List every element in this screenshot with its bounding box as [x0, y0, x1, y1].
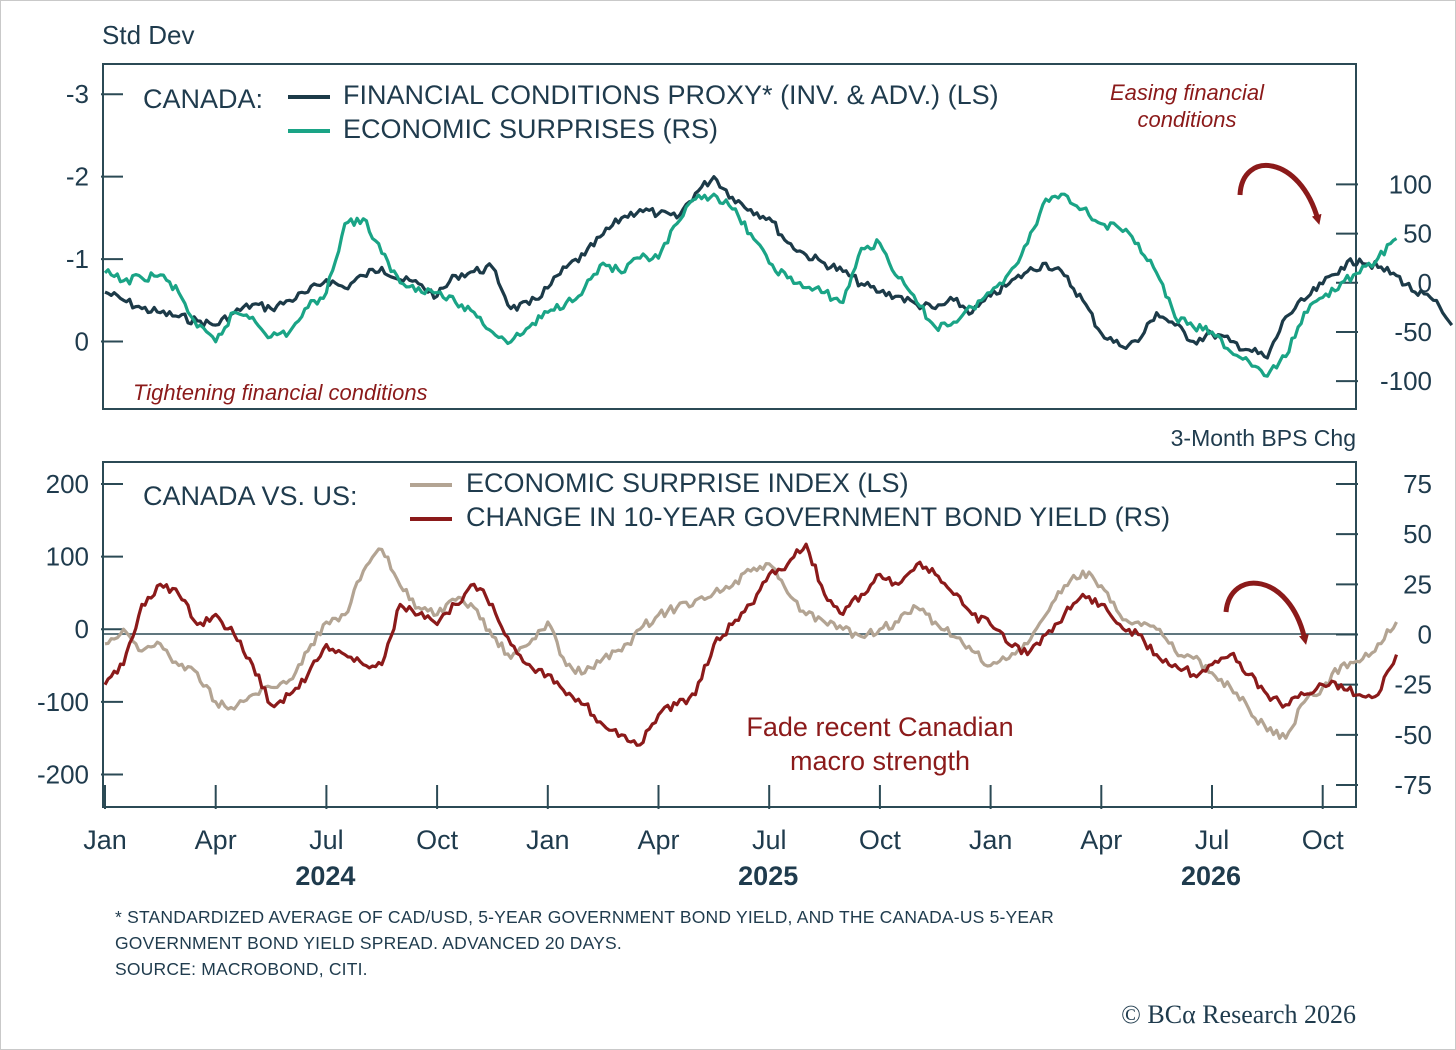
- annotation-tightening: Tightening financial conditions: [133, 380, 428, 405]
- annotation-easing-line1: Easing financial: [1110, 80, 1265, 105]
- legend-label-econ-surprises: ECONOMIC SURPRISES (RS): [343, 114, 718, 144]
- footnote-source: SOURCE: MACROBOND, CITI.: [115, 959, 368, 979]
- bottom-right-tick-label: -25: [1394, 670, 1432, 700]
- x-month-label: Jul: [309, 825, 344, 855]
- x-month-label: Apr: [637, 825, 679, 855]
- x-year-label: 2026: [1181, 861, 1241, 891]
- bottom-left-tick-label: -100: [37, 687, 89, 717]
- top-left-tick-label: 0: [75, 327, 89, 357]
- top-left-tick-label: -3: [66, 79, 89, 109]
- x-month-label: Jan: [526, 825, 570, 855]
- top-right-tick-label: 100: [1389, 169, 1432, 199]
- bottom-right-tick-label: -50: [1394, 720, 1432, 750]
- bottom-left-tick-label: 0: [75, 614, 89, 644]
- bottom-left-tick-label: -200: [37, 759, 89, 789]
- top-left-tick-label: -2: [66, 162, 89, 192]
- top-right-tick-label: -100: [1380, 366, 1432, 396]
- bottom-series-group: [103, 542, 1399, 747]
- bottom-left-tick-label: 100: [46, 542, 89, 572]
- bottom-right-axis: 75 50 25 0 -25 -50 -75: [1336, 469, 1432, 800]
- x-month-label: Oct: [1302, 825, 1345, 855]
- x-month-label: Jan: [969, 825, 1013, 855]
- copyright-notice: © BCα Research 2026: [1121, 1000, 1356, 1029]
- annotation-fade-line1: Fade recent Canadian: [746, 712, 1013, 742]
- x-year-label: 2025: [738, 861, 798, 891]
- annotation-fade-line2: macro strength: [790, 746, 970, 776]
- top-right-tick-label: 50: [1403, 219, 1432, 249]
- footnote-line-1: * STANDARDIZED AVERAGE OF CAD/USD, 5-YEA…: [115, 907, 1055, 927]
- legend-label-bond-yield: CHANGE IN 10-YEAR GOVERNMENT BOND YIELD …: [466, 502, 1170, 532]
- x-year-label: 2024: [295, 861, 355, 891]
- easing-arrow-icon: [1237, 162, 1322, 225]
- bottom-right-tick-label: 25: [1403, 569, 1432, 599]
- x-month-label: Apr: [195, 825, 237, 855]
- top-series-line-2: [103, 192, 1398, 378]
- bottom-left-axis: 200 100 0 -100 -200: [37, 469, 123, 789]
- bottom-left-tick-label: 200: [46, 469, 89, 499]
- x-month-label: Jul: [752, 825, 787, 855]
- top-series-line-1: [104, 175, 1454, 360]
- top-left-unit-label: Std Dev: [102, 20, 195, 50]
- bottom-right-tick-label: 75: [1403, 469, 1432, 499]
- x-month-label: Jul: [1195, 825, 1230, 855]
- top-right-tick-label: -50: [1394, 317, 1432, 347]
- bottom-series-line-1: [104, 547, 1398, 740]
- bottom-right-unit-label: 3-Month BPS Chg: [1171, 425, 1356, 451]
- legend-label-fin-conditions: FINANCIAL CONDITIONS PROXY* (INV. & ADV.…: [343, 80, 999, 110]
- x-month-label: Oct: [859, 825, 902, 855]
- bottom-series-line-2: [103, 542, 1399, 747]
- x-axis: Jan Apr Jul Oct Jan Apr Jul Oct Jan Apr Jul Oct 2024…: [83, 785, 1344, 891]
- bottom-right-tick-label: 0: [1418, 619, 1432, 649]
- top-left-axis: -3 -2 -1 0: [66, 79, 123, 357]
- bottom-heading: CANADA VS. US:: [143, 481, 358, 511]
- top-left-tick-label: -1: [66, 244, 89, 274]
- top-heading: CANADA:: [143, 84, 263, 114]
- top-panel-border: [102, 63, 1357, 410]
- x-month-label: Apr: [1080, 825, 1122, 855]
- bottom-right-tick-label: 50: [1403, 519, 1432, 549]
- legend-label-surprise-index: ECONOMIC SURPRISE INDEX (LS): [466, 468, 909, 498]
- bottom-right-tick-label: -75: [1394, 770, 1432, 800]
- top-series-group: [103, 175, 1454, 378]
- fade-arrow-icon: [1223, 580, 1309, 645]
- footnote-line-2: GOVERNMENT BOND YIELD SPREAD. ADVANCED 2…: [115, 933, 622, 953]
- x-month-label: Jan: [83, 825, 127, 855]
- x-month-label: Oct: [416, 825, 459, 855]
- annotation-easing-line2: conditions: [1137, 107, 1236, 132]
